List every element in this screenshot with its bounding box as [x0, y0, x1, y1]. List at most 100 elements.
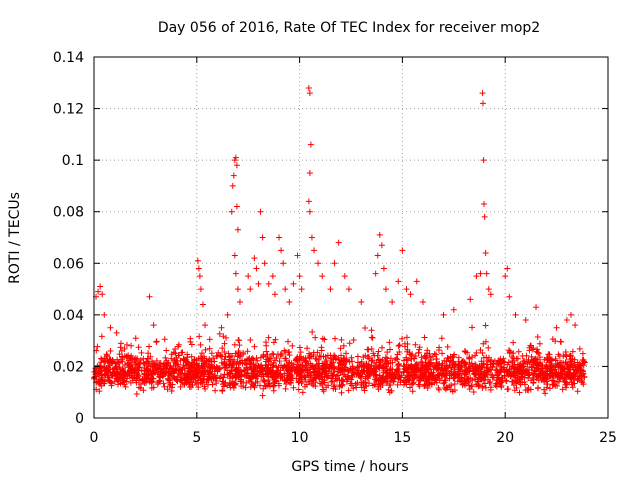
data-point — [181, 370, 188, 377]
data-point — [384, 357, 391, 364]
data-point — [236, 298, 243, 305]
data-point — [403, 334, 410, 341]
data-point — [228, 352, 235, 359]
data-point — [562, 348, 569, 355]
data-point — [308, 371, 315, 378]
data-point — [535, 384, 542, 391]
data-point — [480, 157, 487, 164]
x-tick-label: 10 — [291, 430, 309, 446]
data-point — [269, 350, 276, 357]
plot-frame — [93, 56, 609, 419]
data-point — [441, 384, 448, 391]
data-point — [99, 377, 106, 384]
data-point — [276, 358, 283, 365]
data-point — [210, 355, 217, 362]
data-point — [119, 358, 126, 365]
data-point — [305, 198, 312, 205]
data-point — [312, 369, 319, 376]
data-point — [212, 387, 219, 394]
data-point — [465, 378, 472, 385]
data-point — [133, 358, 140, 365]
data-point — [168, 387, 175, 394]
data-point — [542, 390, 549, 397]
data-point — [341, 364, 348, 371]
data-point — [161, 383, 168, 390]
data-point — [378, 242, 385, 249]
data-point — [436, 377, 443, 384]
data-point — [288, 375, 295, 382]
data-point — [318, 353, 325, 360]
data-point — [469, 367, 476, 374]
data-point — [461, 375, 468, 382]
data-point — [370, 372, 377, 379]
data-point — [375, 377, 382, 384]
data-point — [580, 381, 587, 388]
data-point — [553, 324, 560, 331]
data-point — [366, 371, 373, 378]
data-point — [362, 375, 369, 382]
data-point — [273, 377, 280, 384]
data-point — [461, 370, 468, 377]
data-point — [120, 365, 127, 372]
data-point — [95, 288, 102, 295]
data-point — [403, 356, 410, 363]
data-point — [382, 354, 389, 361]
data-point — [150, 322, 157, 329]
data-point — [465, 365, 472, 372]
data-point — [438, 364, 445, 371]
data-point — [527, 342, 534, 349]
data-point — [265, 334, 272, 341]
data-point — [374, 252, 381, 259]
data-point — [308, 234, 315, 241]
data-point — [469, 354, 476, 361]
axis-ticks — [93, 56, 609, 419]
data-point — [372, 372, 379, 379]
data-point — [98, 374, 105, 381]
data-point — [253, 265, 260, 272]
data-point — [187, 338, 194, 345]
data-point — [307, 364, 314, 371]
data-point — [308, 353, 315, 360]
data-point — [382, 374, 389, 381]
data-point — [496, 358, 503, 365]
data-point — [247, 337, 254, 344]
data-point — [487, 291, 494, 298]
data-point — [296, 273, 303, 280]
data-point — [401, 365, 408, 372]
data-point — [295, 377, 302, 384]
data-point — [233, 368, 240, 375]
data-point — [101, 311, 108, 318]
data-point — [129, 355, 136, 362]
data-point — [493, 380, 500, 387]
data-point — [403, 381, 410, 388]
data-point — [173, 361, 180, 368]
x-tick-label: 15 — [393, 430, 411, 446]
data-point — [283, 357, 290, 364]
data-point — [304, 367, 311, 374]
data-point — [107, 324, 114, 331]
data-point — [119, 366, 126, 373]
x-tick-label: 20 — [496, 430, 514, 446]
data-point — [580, 362, 587, 369]
data-point — [199, 301, 206, 308]
data-point — [403, 365, 410, 372]
data-point — [376, 231, 383, 238]
data-point — [396, 341, 403, 348]
data-point — [197, 375, 204, 382]
data-point — [334, 368, 341, 375]
data-point — [226, 362, 233, 369]
data-point — [290, 364, 297, 371]
data-point — [201, 383, 208, 390]
data-point — [228, 367, 235, 374]
data-point — [121, 361, 128, 368]
data-point — [478, 368, 485, 375]
data-point — [270, 368, 277, 375]
data-point — [278, 373, 285, 380]
data-point — [236, 353, 243, 360]
data-point — [118, 347, 125, 354]
data-point — [285, 366, 292, 373]
data-point — [254, 372, 261, 379]
data-point — [569, 379, 576, 386]
data-point — [248, 356, 255, 363]
data-point — [346, 340, 353, 347]
